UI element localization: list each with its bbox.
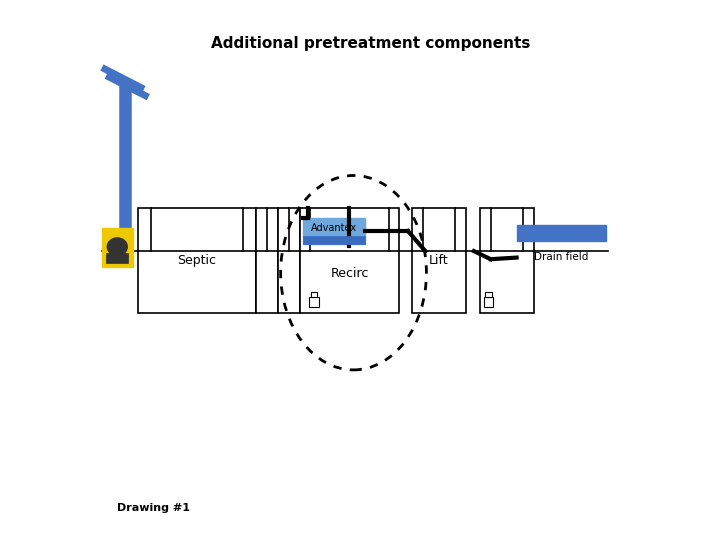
Bar	[102, 228, 132, 267]
Bar	[412, 208, 466, 313]
Bar	[310, 297, 319, 307]
Text: Recirc: Recirc	[330, 267, 369, 280]
Bar	[480, 208, 534, 313]
Bar	[278, 208, 300, 313]
Bar	[302, 218, 365, 244]
Text: Septic: Septic	[177, 254, 217, 267]
Bar	[485, 292, 492, 297]
Bar	[256, 208, 278, 313]
Bar	[484, 297, 493, 307]
Bar	[311, 292, 318, 297]
Text: Lift: Lift	[429, 254, 449, 267]
Text: Additional pretreatment components: Additional pretreatment components	[211, 36, 531, 51]
Bar	[107, 253, 128, 263]
Text: Drawing #1: Drawing #1	[117, 503, 190, 512]
Text: Advantex: Advantex	[311, 223, 357, 233]
Bar	[517, 225, 606, 241]
Ellipse shape	[107, 238, 127, 255]
Bar	[138, 208, 256, 313]
Bar	[300, 208, 400, 313]
Bar	[302, 236, 365, 244]
Text: Drain field: Drain field	[534, 252, 588, 261]
